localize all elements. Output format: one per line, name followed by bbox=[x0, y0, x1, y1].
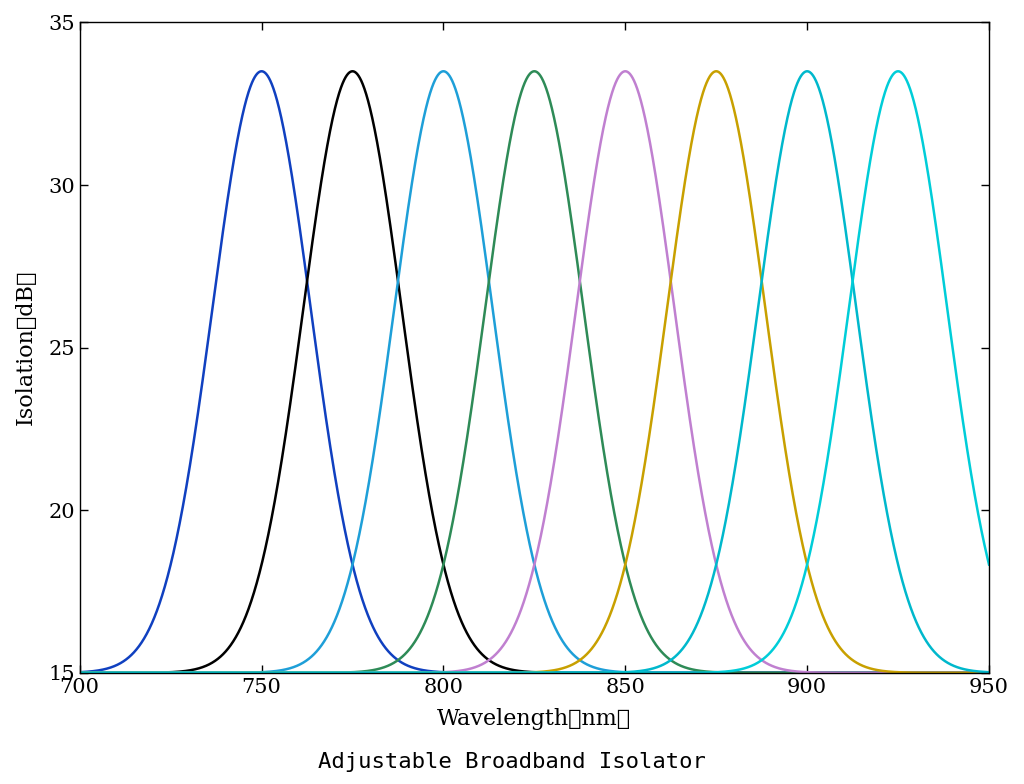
Text: Adjustable Broadband Isolator: Adjustable Broadband Isolator bbox=[318, 752, 706, 772]
X-axis label: Wavelength（nm）: Wavelength（nm） bbox=[437, 708, 632, 730]
Y-axis label: Isolation（dB）: Isolation（dB） bbox=[15, 270, 37, 426]
